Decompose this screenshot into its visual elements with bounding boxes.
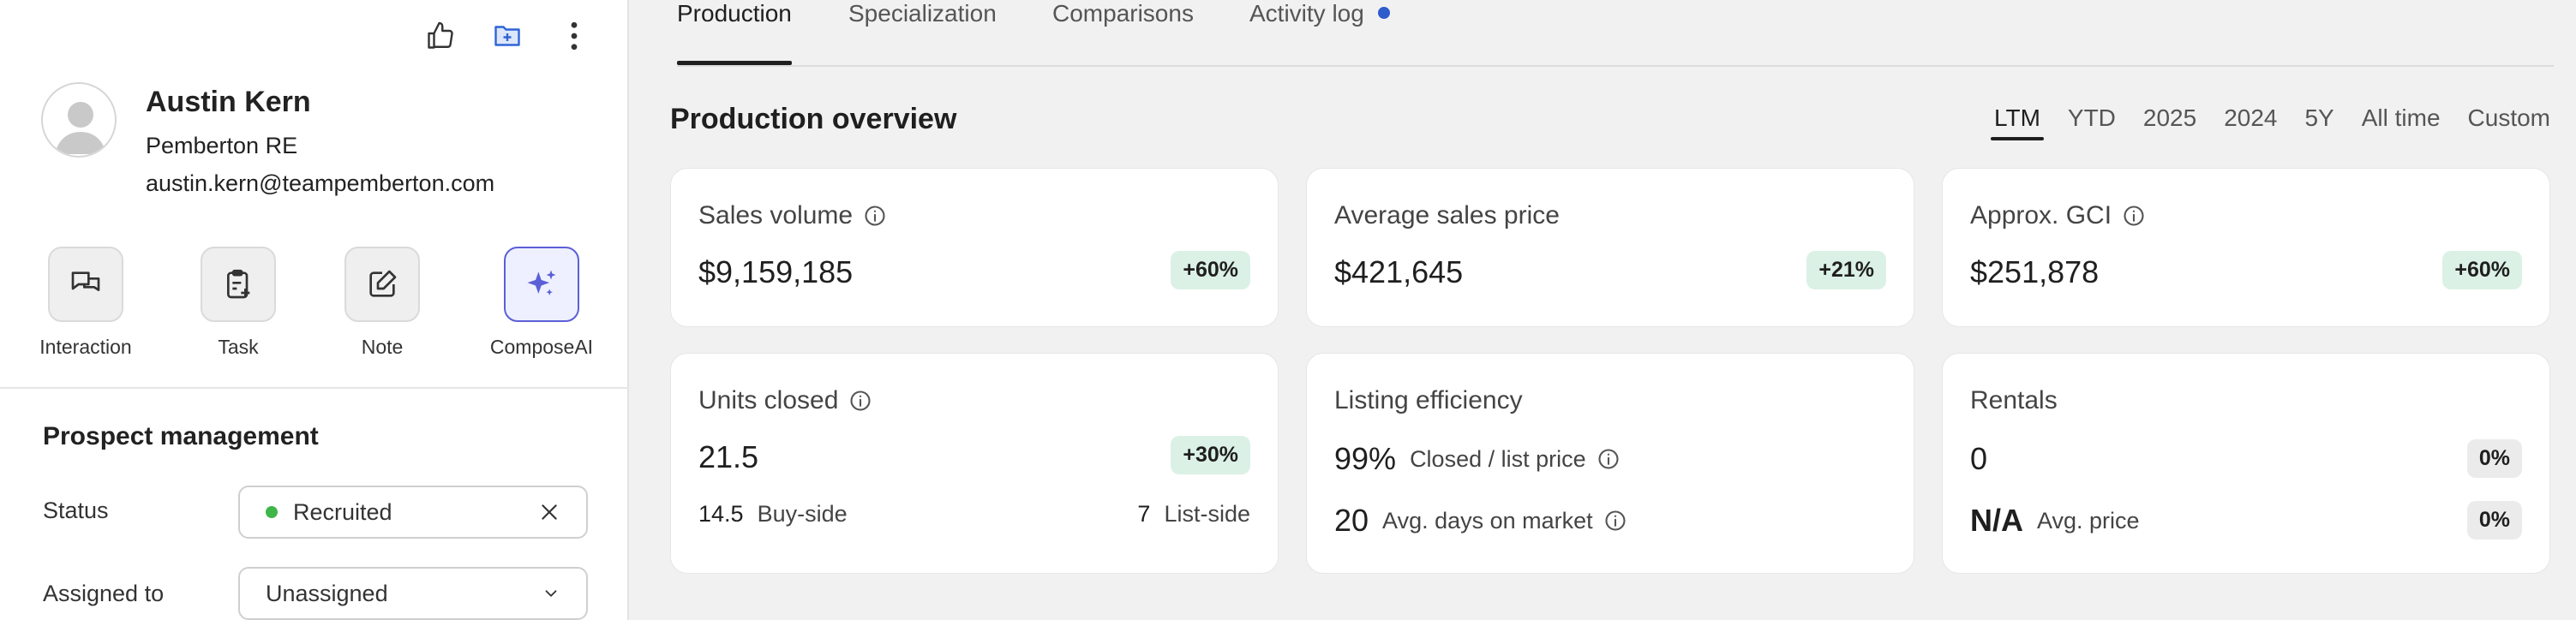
sales-volume-card: Sales volume $9,159,185 +60%	[670, 168, 1279, 327]
info-icon[interactable]	[1597, 447, 1620, 471]
list-side-label: List-side	[1164, 501, 1250, 527]
rentals-price-row: N/A Avg. price	[1970, 503, 2522, 539]
status-select[interactable]: Recruited	[238, 486, 588, 539]
rentals-price-label: Avg. price	[2037, 507, 2140, 534]
contact-email[interactable]: austin.kern@teampemberton.com	[146, 170, 495, 196]
list-price-ratio-row: 99% Closed / list price	[1334, 441, 1886, 477]
assigned-to-value: Unassigned	[266, 580, 388, 606]
list-side-value: 7	[1137, 501, 1151, 527]
days-on-market-label: Avg. days on market	[1382, 507, 1593, 534]
contact-toolbar	[422, 17, 593, 55]
rentals-price-badge: 0%	[2466, 501, 2522, 540]
status-value: Recruited	[293, 498, 392, 525]
approx-gci-card: Approx. GCI $251,878 +60%	[1942, 168, 2550, 327]
assigned-to-label: Assigned to	[43, 581, 165, 606]
compose-ai-button[interactable]: ComposeAI	[473, 247, 610, 359]
approx-gci-change-badge: +60%	[2442, 251, 2522, 289]
thumbs-up-icon[interactable]	[422, 17, 459, 55]
average-sales-price-card: Average sales price $421,645 +21%	[1306, 168, 1914, 327]
edit-icon	[369, 270, 397, 297]
task-label: Task	[218, 336, 259, 358]
range-ytd[interactable]: YTD	[2067, 104, 2116, 131]
user-silhouette-icon	[55, 102, 106, 154]
approx-gci-value: $251,878	[1970, 254, 2100, 289]
info-icon[interactable]	[863, 204, 887, 228]
listing-efficiency-title: Listing efficiency	[1334, 386, 1523, 414]
close-icon[interactable]	[538, 501, 560, 523]
days-on-market-value: 20	[1334, 503, 1369, 538]
interaction-label: Interaction	[39, 336, 132, 358]
average-sales-price-title: Average sales price	[1334, 201, 1560, 230]
list-price-ratio-label: Closed / list price	[1410, 445, 1586, 472]
prospect-management-title: Prospect management	[43, 422, 319, 450]
tab-activity-log[interactable]: Activity log	[1249, 0, 1390, 65]
range-2025[interactable]: 2025	[2142, 104, 2197, 131]
interaction-button[interactable]: Interaction	[17, 247, 154, 359]
time-range-selector: LTM YTD 2025 2024 5Y All time Custom	[1990, 104, 2550, 140]
units-closed-value: 21.5	[698, 439, 759, 474]
tab-production[interactable]: Production	[677, 0, 792, 65]
tab-bar: Production Specialization Comparisons Ac…	[677, 0, 2554, 67]
tab-activity-log-label: Activity log	[1249, 0, 1364, 27]
tab-specialization-label: Specialization	[848, 0, 997, 27]
list-price-ratio-value: 99%	[1334, 441, 1397, 476]
range-ltm[interactable]: LTM	[1990, 104, 2044, 140]
approx-gci-title: Approx. GCI	[1970, 201, 2112, 230]
production-overview-title: Production overview	[670, 103, 957, 135]
units-closed-change-badge: +30%	[1171, 436, 1250, 474]
tab-specialization[interactable]: Specialization	[848, 0, 997, 65]
listing-efficiency-card: Listing efficiency 99% Closed / list pri…	[1306, 353, 1914, 574]
sales-volume-change-badge: +60%	[1171, 251, 1250, 289]
sales-volume-title: Sales volume	[698, 201, 854, 230]
range-2024[interactable]: 2024	[2224, 104, 2278, 131]
quick-actions: Interaction Task Note ComposeAI	[0, 247, 629, 367]
units-closed-card: Units closed 21.5 +30% 14.5 Buy-side 7 L…	[670, 353, 1279, 574]
task-button[interactable]: Task	[170, 247, 307, 359]
tab-comparisons-label: Comparisons	[1052, 0, 1194, 27]
chat-icon	[71, 271, 100, 291]
units-breakdown: 14.5 Buy-side 7 List-side	[698, 501, 1250, 528]
rentals-count-row: 0	[1970, 441, 2522, 477]
rentals-count-value: 0	[1970, 441, 1988, 476]
rentals-card: Rentals 0 0% N/A Avg. price 0%	[1942, 353, 2550, 574]
buy-side-value: 14.5	[698, 501, 744, 527]
contact-name: Austin Kern	[146, 86, 311, 118]
average-sales-price-value: $421,645	[1334, 254, 1464, 289]
tab-comparisons[interactable]: Comparisons	[1052, 0, 1194, 65]
avatar	[41, 82, 117, 158]
section-divider	[0, 387, 629, 389]
info-icon[interactable]	[2122, 204, 2146, 228]
notification-dot-icon	[1377, 6, 1390, 19]
range-5y[interactable]: 5Y	[2304, 104, 2334, 131]
note-button[interactable]: Note	[314, 247, 451, 359]
buy-side-label: Buy-side	[757, 501, 848, 527]
units-closed-title: Units closed	[698, 386, 839, 414]
info-icon[interactable]	[848, 389, 872, 413]
clipboard-add-icon	[227, 269, 250, 299]
range-all-time[interactable]: All time	[2361, 104, 2441, 131]
chevron-down-icon	[545, 590, 557, 597]
days-on-market-row: 20 Avg. days on market	[1334, 503, 1886, 539]
contact-company: Pemberton RE	[146, 133, 298, 158]
sparkles-icon	[527, 270, 556, 295]
folder-add-icon[interactable]	[488, 17, 526, 55]
info-icon[interactable]	[1603, 509, 1627, 533]
rentals-price-value: N/A	[1970, 503, 2023, 538]
average-sales-price-change-badge: +21%	[1806, 251, 1886, 289]
range-custom[interactable]: Custom	[2467, 104, 2550, 131]
assigned-to-select[interactable]: Unassigned	[238, 567, 588, 620]
compose-ai-label: ComposeAI	[489, 336, 594, 358]
more-vertical-icon[interactable]	[555, 17, 593, 55]
status-dot-icon	[266, 506, 278, 518]
rentals-count-badge: 0%	[2466, 439, 2522, 478]
status-label: Status	[43, 498, 109, 523]
tab-production-label: Production	[677, 0, 792, 27]
rentals-title: Rentals	[1970, 386, 2058, 414]
sales-volume-value: $9,159,185	[698, 254, 854, 289]
contact-panel: Austin Kern Pemberton RE austin.kern@tea…	[0, 0, 629, 620]
note-label: Note	[361, 336, 404, 358]
